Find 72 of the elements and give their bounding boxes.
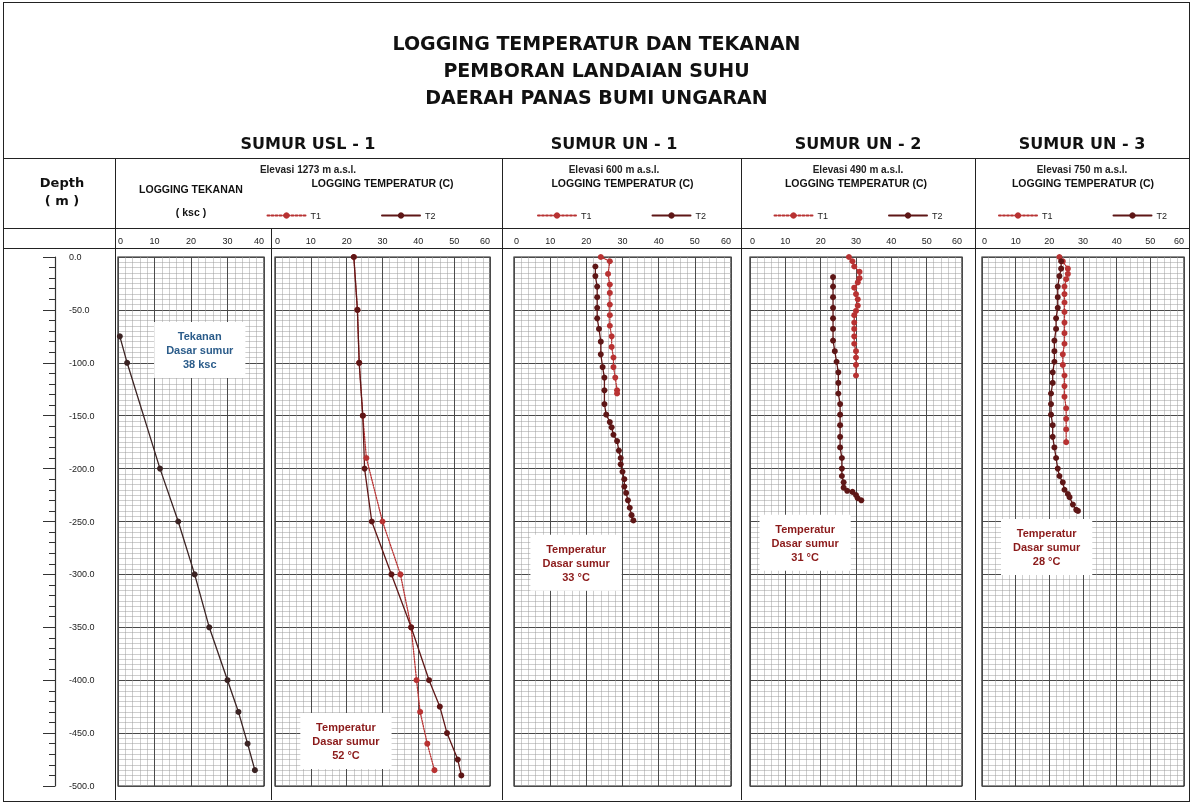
x-tick-label: 20 <box>581 235 592 246</box>
x-tick-label: 30 <box>377 235 388 246</box>
x-tick-label: 10 <box>149 235 160 246</box>
x-tick-label: 20 <box>815 235 826 246</box>
x-tick-label: 0 <box>750 235 756 246</box>
chart-title: SUMUR UN - 1 <box>550 133 678 153</box>
x-axis-title: LOGGING TEMPERATUR (C) <box>784 176 928 189</box>
x-tick-label: 60 <box>1173 235 1184 246</box>
x-tick-label: 0 <box>118 235 124 246</box>
x-tick-label: 10 <box>1010 235 1021 246</box>
x-tick-label: 60 <box>720 235 731 246</box>
legend-label: T2 <box>932 210 943 221</box>
x-tick-label: 40 <box>653 235 664 246</box>
x-tick-label: 0 <box>275 235 281 246</box>
legend-label: T1 <box>310 210 322 221</box>
legend-label: T1 <box>581 210 592 221</box>
chart-subtitle: Elevasi 750 m a.s.l. <box>1036 163 1128 175</box>
x-tick-label: 10 <box>780 235 791 246</box>
annotation: Temperatur Dasar sumur 33 °C <box>542 542 611 583</box>
legend-label: T1 <box>817 210 829 221</box>
x-tick-label: 50 <box>689 235 700 246</box>
legend-label: T1 <box>1042 210 1053 221</box>
y-tick-label: -450.0 <box>69 728 95 739</box>
x-axis-title: LOGGING TEKANAN ( ksc ) <box>139 182 243 218</box>
chart-subtitle: Elevasi 600 m a.s.l. <box>568 163 660 175</box>
x-tick-label: 30 <box>1077 235 1089 246</box>
legend-label: T2 <box>1156 210 1168 221</box>
x-tick-label: 30 <box>222 235 233 246</box>
x-tick-label: 50 <box>921 235 932 246</box>
y-tick-label: -500.0 <box>69 781 95 791</box>
y-tick-label: -150.0 <box>69 410 95 421</box>
legend-label: T2 <box>425 210 436 221</box>
y-tick-label: -250.0 <box>69 516 95 527</box>
x-tick-label: 50 <box>1145 235 1156 246</box>
x-tick-label: 50 <box>449 235 460 246</box>
chart-title: SUMUR UN - 3 <box>1018 133 1146 153</box>
x-tick-label: 30 <box>850 235 862 246</box>
y-tick-label: -300.0 <box>69 569 95 580</box>
y-tick-label: -50.0 <box>69 304 90 315</box>
chart-subtitle: Elevasi 490 m a.s.l. <box>812 163 904 175</box>
x-tick-label: 40 <box>253 235 264 246</box>
x-tick-label: 30 <box>617 235 628 246</box>
x-tick-label: 40 <box>413 235 424 246</box>
y-axis-title: Depth ( m ) <box>39 174 85 208</box>
x-tick-label: 60 <box>951 235 962 246</box>
y-tick-label: 0.0 <box>69 252 82 262</box>
x-tick-label: 20 <box>185 235 197 246</box>
x-axis-title: LOGGING TEMPERATUR (C) <box>1011 176 1155 189</box>
x-tick-label: 60 <box>479 235 490 246</box>
chart-title: SUMUR USL - 1 <box>240 133 376 153</box>
x-axis-title: LOGGING TEMPERATUR (C) <box>311 176 454 189</box>
annotation: Temperatur Dasar sumur 31 °C <box>771 522 840 563</box>
legend-label: T2 <box>695 210 707 221</box>
annotation: Tekanan Dasar sumur 38 ksc <box>166 330 235 371</box>
chart-title: SUMUR UN - 2 <box>794 133 922 153</box>
x-tick-label: 0 <box>982 235 988 246</box>
y-tick-label: -100.0 <box>69 357 95 368</box>
x-tick-label: 40 <box>1111 235 1122 246</box>
x-tick-label: 20 <box>341 235 352 246</box>
annotation: Temperatur Dasar sumur 28 °C <box>1013 526 1081 567</box>
x-axis-title: LOGGING TEMPERATUR (C) <box>551 176 694 189</box>
x-tick-label: 40 <box>886 235 897 246</box>
chart-subtitle: Elevasi 1273 m a.s.l. <box>259 163 357 175</box>
x-tick-label: 10 <box>545 235 556 246</box>
text: LOGGING TEMPERATUR DAN TEKANAN PEMBORAN LANDAIAN SUHU DAERAH PANAS BUMI UNGARAN <box>391 31 802 110</box>
x-tick-label: 20 <box>1044 235 1055 246</box>
y-tick-label: -200.0 <box>69 463 95 474</box>
annotation: Temperatur Dasar sumur 52 °C <box>312 721 381 762</box>
y-tick-label: -400.0 <box>69 675 95 686</box>
y-tick-label: -350.0 <box>69 622 95 633</box>
x-tick-label: 10 <box>305 235 316 246</box>
x-tick-label: 0 <box>514 235 520 246</box>
